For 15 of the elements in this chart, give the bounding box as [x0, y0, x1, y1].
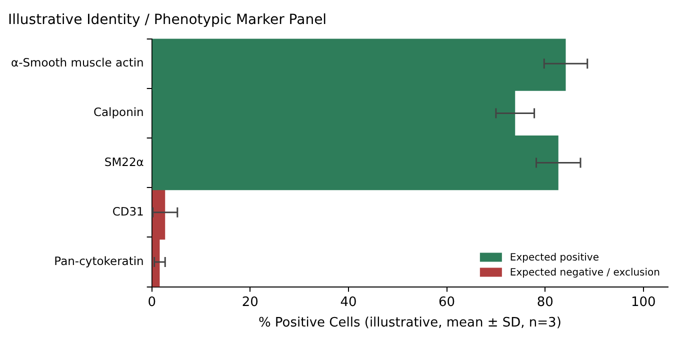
- x-tick-label: 0: [148, 294, 156, 310]
- x-tick-label: 20: [242, 294, 258, 310]
- x-tick-label: 80: [536, 294, 554, 310]
- x-tick-label: 40: [340, 294, 357, 310]
- x-tick-label: 100: [631, 294, 656, 310]
- y-tick-label: CD31: [112, 204, 144, 218]
- legend-label: Expected negative / exclusion: [510, 267, 660, 278]
- y-tick-label: Calponin: [93, 105, 144, 120]
- y-tick-label: SM22α: [104, 154, 144, 169]
- y-tick-label: α-Smooth muscle actin: [10, 56, 144, 70]
- chart-title: Illustrative Identity / Phenotypic Marker Panel: [8, 12, 327, 28]
- y-tick-label: Pan-cytokeratin: [54, 254, 144, 268]
- x-tick-label: 60: [438, 294, 456, 310]
- legend-label: Expected positive: [510, 252, 599, 264]
- x-axis-title: % Positive Cells (illustrative, mean ± SD, n=3): [258, 316, 562, 331]
